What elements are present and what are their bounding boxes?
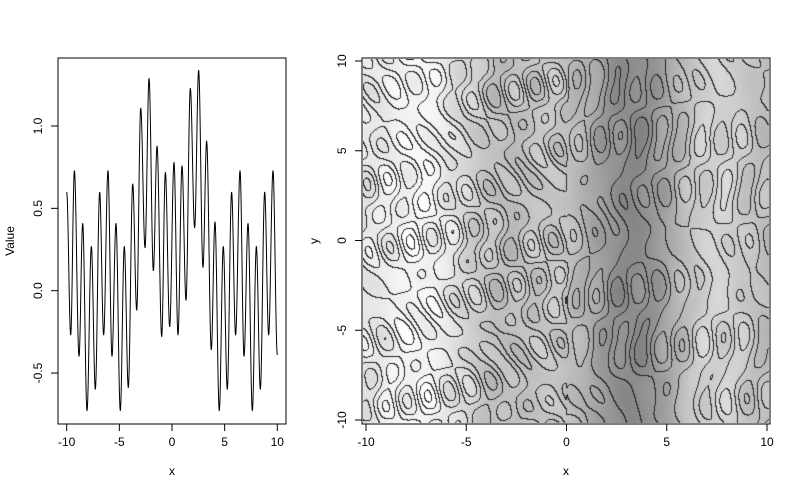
x-tick-label: 5 <box>221 435 228 449</box>
x-tick-label: 10 <box>760 435 774 449</box>
series-line <box>66 69 278 411</box>
y-tick-label: 0.5 <box>31 200 45 217</box>
x-tick-label: 0 <box>169 435 176 449</box>
x-tick-label: -5 <box>114 435 125 449</box>
x-tick-label: -10 <box>357 435 375 449</box>
y-tick-label: -5 <box>335 325 349 336</box>
y-tick-label: -0.5 <box>31 362 45 383</box>
plot-frame <box>361 57 771 425</box>
x-tick-label: -10 <box>58 435 76 449</box>
x-tick-label: 0 <box>563 435 570 449</box>
x-axis-label: x <box>563 464 569 478</box>
heatmap-image <box>363 59 769 423</box>
y-tick-label: 1.0 <box>31 117 45 134</box>
y-tick-label: -10 <box>335 411 349 429</box>
y-axis-label: y <box>307 238 321 244</box>
contour-plot: -10 -5 0 5 10 -10 -5 0 5 10 x y <box>307 54 774 478</box>
y-tick-label: 0 <box>335 237 349 244</box>
y-axis-label: Value <box>3 226 17 256</box>
x-axis-label: x <box>169 464 175 478</box>
y-tick-label: 0.0 <box>31 282 45 299</box>
x-tick-label: 5 <box>663 435 670 449</box>
x-tick-label: 10 <box>271 435 285 449</box>
y-tick-label: 5 <box>335 147 349 154</box>
x-tick-label: -5 <box>461 435 472 449</box>
line-plot: -10 -5 0 5 10 -0.5 0.0 0.5 1.0 x Value <box>3 57 287 478</box>
y-tick-label: 10 <box>335 54 349 68</box>
